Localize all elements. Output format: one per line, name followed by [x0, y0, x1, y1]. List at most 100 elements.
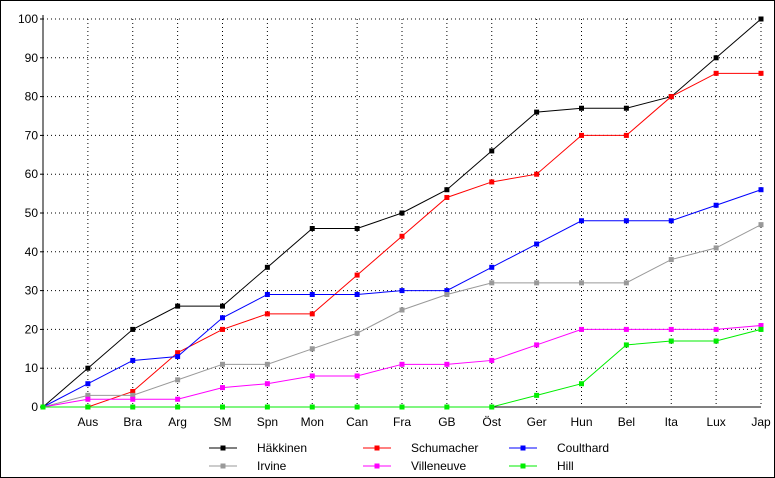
data-point [175, 377, 181, 383]
x-tick-label: Ger [527, 415, 547, 429]
series-line [42, 189, 762, 408]
data-point [489, 148, 495, 154]
data-point [579, 218, 584, 224]
data-point [444, 361, 450, 367]
data-point [264, 311, 270, 317]
data-point [85, 396, 91, 402]
legend-item: Häkkinen [209, 441, 307, 455]
y-tick-label: 90 [25, 51, 39, 65]
data-point [175, 396, 181, 402]
data-point [220, 361, 225, 367]
data-point [534, 171, 540, 177]
y-tick-label: 10 [25, 361, 39, 375]
data-point [713, 245, 719, 251]
data-point [175, 354, 181, 360]
data-point [534, 241, 540, 247]
data-point [309, 311, 315, 317]
data-point [489, 264, 495, 270]
data-point [220, 303, 225, 309]
legend-item: Villeneuve [363, 459, 466, 473]
data-point [220, 326, 225, 332]
y-axis-ticks: 0 10 20 30 40 50 60 70 80 90 100 [18, 12, 43, 414]
data-point [668, 326, 674, 332]
data-point [354, 330, 360, 336]
data-point [623, 218, 629, 224]
x-tick-label: SM [214, 415, 232, 429]
data-point [713, 326, 719, 332]
legend-item: Hill [509, 459, 574, 473]
legend-item: Irvine [209, 459, 287, 473]
data-point [309, 226, 315, 232]
y-tick-label: 20 [25, 322, 39, 336]
data-point [175, 350, 181, 356]
x-tick-label: Hun [570, 415, 592, 429]
x-tick-label: Bel [618, 415, 635, 429]
series-0 [40, 16, 764, 410]
data-point [668, 257, 674, 263]
data-point [264, 264, 270, 270]
y-tick-label: 60 [25, 167, 39, 181]
series-2 [40, 187, 764, 410]
data-point [309, 404, 315, 410]
legend-item: Schumacher [363, 441, 478, 455]
x-tick-label: Arg [168, 415, 187, 429]
data-point [264, 361, 270, 367]
data-point [264, 291, 270, 297]
data-point [444, 291, 450, 297]
data-point [130, 396, 136, 402]
data-point [623, 105, 629, 111]
legend-label: Villeneuve [411, 459, 466, 473]
data-point [354, 226, 360, 232]
x-tick-label: Can [346, 415, 368, 429]
y-tick-label: 30 [25, 284, 39, 298]
data-point [399, 361, 405, 367]
data-point [309, 373, 315, 379]
grid-lines [43, 18, 762, 407]
x-tick-label: Bra [123, 415, 142, 429]
data-point [399, 404, 405, 410]
y-tick-label: 100 [18, 12, 38, 26]
legend-label: Häkkinen [257, 441, 307, 455]
data-point [399, 233, 405, 239]
data-point [354, 373, 360, 379]
data-point [489, 404, 495, 410]
x-tick-label: Öst [482, 415, 501, 429]
data-point [130, 404, 136, 410]
data-point [758, 323, 764, 329]
data-point [130, 392, 136, 398]
x-tick-label: Aus [78, 415, 99, 429]
data-point [623, 326, 629, 332]
data-point [40, 404, 46, 410]
data-point [713, 55, 719, 61]
data-point [534, 342, 540, 348]
legend-swatch-marker [374, 445, 380, 451]
data-point [130, 326, 136, 332]
legend-swatch-marker [374, 463, 380, 469]
y-tick-label: 70 [25, 128, 39, 142]
legend-label: Coulthard [557, 441, 609, 455]
data-point [489, 280, 495, 286]
legend-swatch-marker [220, 445, 226, 451]
data-point [264, 404, 270, 410]
data-point [309, 346, 315, 352]
data-point [309, 291, 315, 297]
data-point [444, 288, 450, 294]
data-point [444, 194, 450, 200]
data-point [579, 326, 584, 332]
data-point [354, 404, 360, 410]
x-tick-label: GB [438, 415, 455, 429]
legend-swatch-marker [220, 463, 226, 469]
data-point [668, 218, 674, 224]
legend: Häkkinen Schumacher Coulthard Irvine Villene… [209, 441, 609, 473]
x-tick-label: Fra [393, 415, 411, 429]
data-point [130, 357, 136, 363]
x-tick-label: Jap [751, 415, 771, 429]
data-point [758, 70, 764, 76]
data-point [264, 381, 270, 387]
legend-label: Schumacher [411, 441, 478, 455]
data-point [758, 187, 764, 193]
y-tick-label: 50 [25, 206, 39, 220]
data-point [130, 388, 136, 394]
